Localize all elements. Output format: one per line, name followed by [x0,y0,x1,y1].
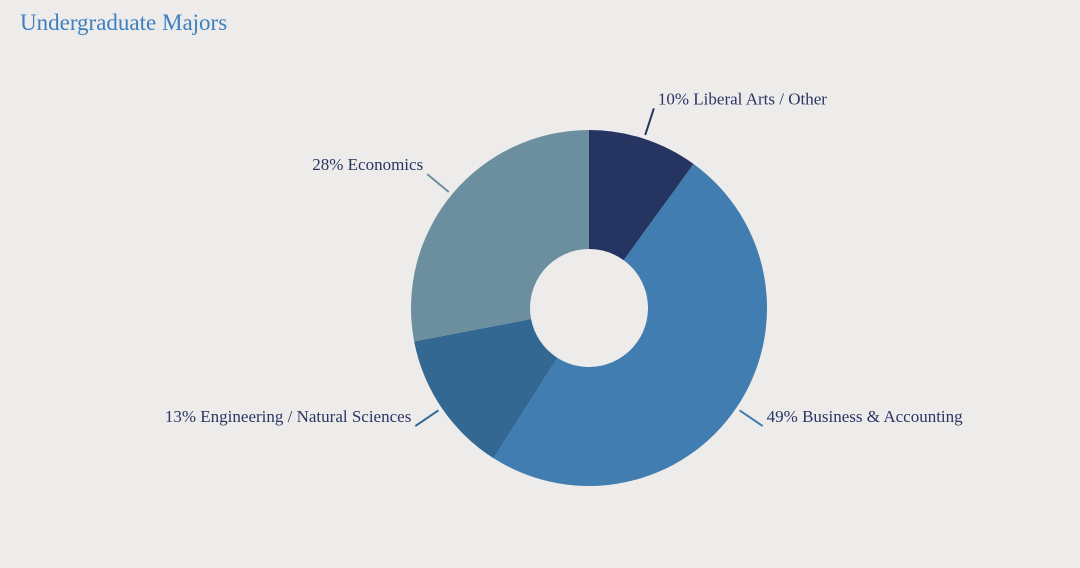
slice-2 [414,319,558,459]
slice-1 [493,163,767,486]
slice-0 [589,130,694,261]
leader-line-0 [644,107,655,136]
slice-3 [410,130,589,342]
slice-label-1: 49% Business & Accounting [767,407,963,426]
leader-line-1 [738,409,764,427]
slice-label-2: 13% Engineering / Natural Sciences [165,407,411,426]
leader-line-2 [414,409,440,427]
slice-label-3: 28% Economics [312,155,423,174]
slice-label-0: 10% Liberal Arts / Other [658,89,827,108]
chart-title: Undergraduate Majors [20,10,228,35]
leader-line-3 [426,173,450,193]
